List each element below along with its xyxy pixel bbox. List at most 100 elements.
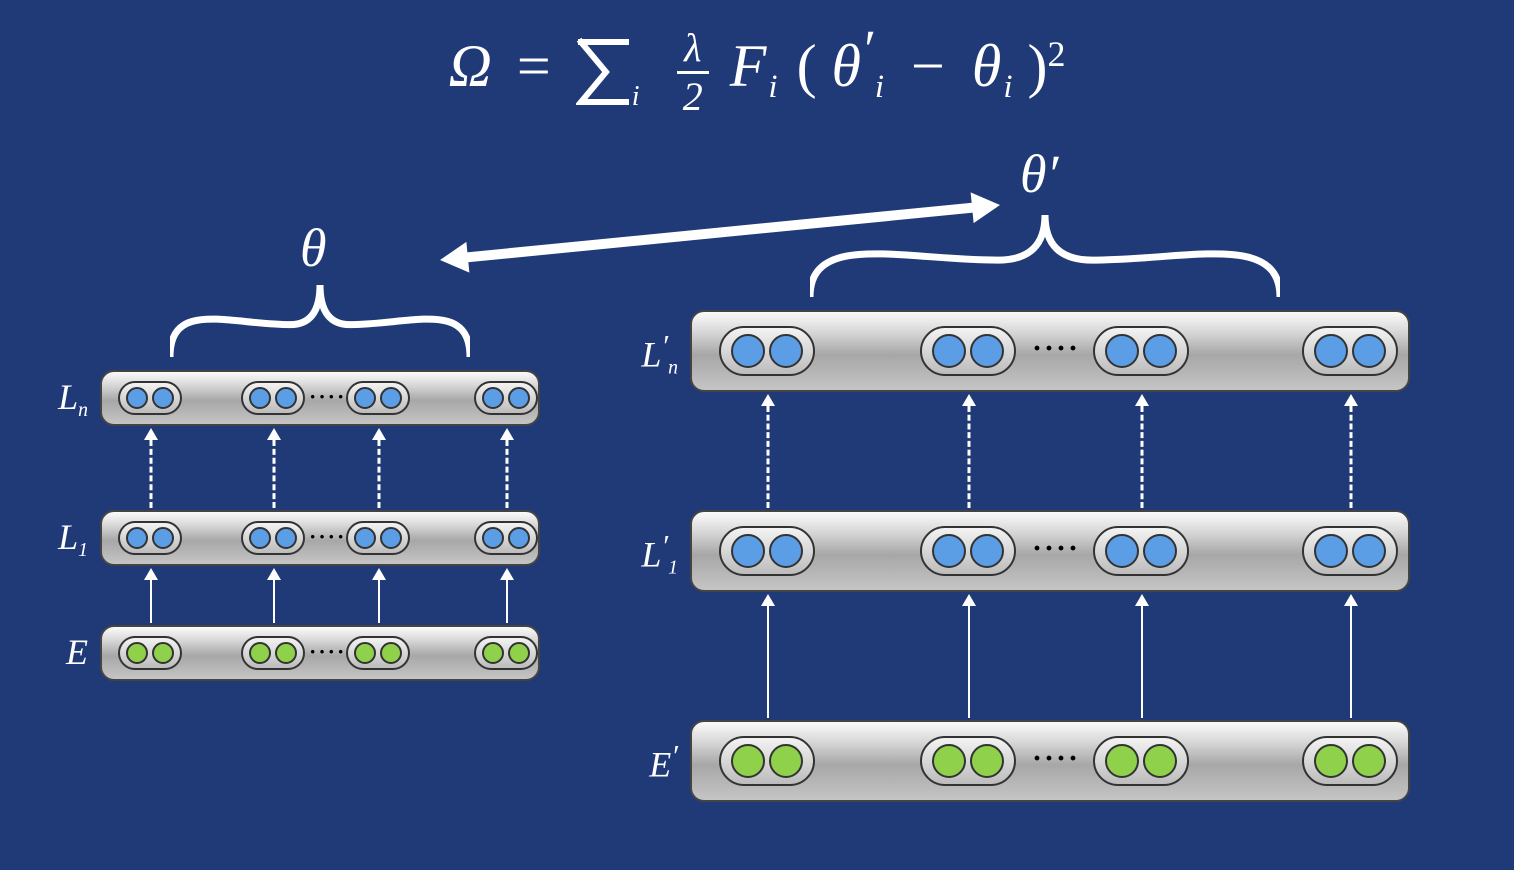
unit-ball (932, 534, 966, 568)
unit-ball (249, 527, 271, 549)
unit-pair (241, 636, 305, 670)
ewc-formula: Ω = i λ 2 Fi ( θ′i − θi )2 (0, 18, 1514, 117)
unit-ball (354, 387, 376, 409)
theta-left-label: θ (300, 217, 327, 279)
brace-left-icon (170, 285, 470, 357)
unit-ball (970, 534, 1004, 568)
unit-ball (354, 527, 376, 549)
ellipsis-icon: ···· (309, 639, 346, 665)
sym-omega: Ω (449, 33, 492, 99)
arrow-dashed-icon (273, 428, 275, 508)
ellipsis-icon: ···· (309, 524, 346, 550)
unit-ball (380, 642, 402, 664)
unit-ball (126, 387, 148, 409)
sym-square: 2 (1048, 34, 1066, 74)
arrow-dashed-icon (150, 428, 152, 508)
unit-ball (249, 387, 271, 409)
unit-pair (346, 521, 410, 555)
unit-pair (1302, 526, 1398, 576)
ellipsis-icon: ···· (1032, 742, 1080, 776)
unit-ball (731, 334, 765, 368)
layer-label: Ln (48, 376, 88, 422)
sym-prime-mark: ′ (861, 19, 873, 79)
unit-ball (970, 334, 1004, 368)
unit-pair (346, 636, 410, 670)
layer-label: L′n (612, 329, 678, 380)
arrow-solid-icon (1350, 594, 1352, 718)
layer-label: L′1 (612, 529, 678, 580)
arrow-dashed-icon (767, 394, 769, 508)
sigma-icon (576, 37, 631, 107)
unit-ball (1314, 744, 1348, 778)
arrow-dashed-icon (506, 428, 508, 508)
unit-ball (1352, 534, 1386, 568)
unit-pair (474, 636, 538, 670)
unit-ball (1105, 534, 1139, 568)
sym-equals: = (507, 33, 561, 99)
unit-ball (508, 387, 530, 409)
unit-ball (970, 744, 1004, 778)
unit-ball (932, 744, 966, 778)
unit-ball (1143, 334, 1177, 368)
unit-ball (152, 527, 174, 549)
unit-pair (920, 736, 1016, 786)
unit-ball (1352, 744, 1386, 778)
unit-pair (241, 381, 305, 415)
unit-ball (1143, 744, 1177, 778)
ellipsis-icon: ···· (1032, 332, 1080, 366)
unit-pair (1093, 526, 1189, 576)
layer-label: E (48, 631, 88, 673)
ellipsis-icon: ···· (1032, 532, 1080, 566)
unit-ball (152, 387, 174, 409)
unit-ball (152, 642, 174, 664)
frac-den: 2 (677, 77, 709, 117)
unit-ball (1143, 534, 1177, 568)
unit-ball (1105, 744, 1139, 778)
sym-F: F (724, 33, 767, 99)
unit-ball (354, 642, 376, 664)
unit-ball (508, 527, 530, 549)
unit-ball (731, 744, 765, 778)
unit-pair (241, 521, 305, 555)
fraction-lambda-2: λ 2 (677, 28, 709, 117)
arrow-dashed-icon (378, 428, 380, 508)
unit-ball (482, 527, 504, 549)
layer-label: L1 (48, 516, 88, 562)
unit-ball (769, 744, 803, 778)
unit-pair (474, 521, 538, 555)
sym-close: ) (1028, 33, 1048, 99)
unit-ball (380, 387, 402, 409)
unit-pair (118, 381, 182, 415)
unit-pair (474, 381, 538, 415)
arrow-solid-icon (506, 568, 508, 623)
unit-ball (769, 534, 803, 568)
unit-ball (1314, 334, 1348, 368)
double-arrow-icon (412, 177, 1028, 288)
sym-minus: − (899, 33, 957, 99)
unit-pair (719, 526, 815, 576)
arrow-dashed-icon (1141, 394, 1143, 508)
unit-pair (1302, 736, 1398, 786)
arrow-dashed-icon (1350, 394, 1352, 508)
unit-ball (249, 642, 271, 664)
sym-summation: i (576, 37, 656, 107)
unit-ball (275, 527, 297, 549)
unit-ball (932, 334, 966, 368)
unit-ball (482, 642, 504, 664)
sym-theta: θ (972, 33, 1001, 99)
sym-open: ( (793, 33, 817, 99)
unit-ball (482, 387, 504, 409)
ellipsis-icon: ···· (309, 384, 346, 410)
unit-ball (731, 534, 765, 568)
layer-label: E′ (612, 739, 678, 786)
unit-pair (346, 381, 410, 415)
unit-ball (1352, 334, 1386, 368)
diagram-root: Ω = i λ 2 Fi ( θ′i − θi )2 θ θ′ (0, 0, 1514, 870)
unit-ball (508, 642, 530, 664)
unit-pair (920, 326, 1016, 376)
frac-num: λ (677, 28, 709, 68)
unit-ball (769, 334, 803, 368)
arrow-solid-icon (968, 594, 970, 718)
arrow-solid-icon (767, 594, 769, 718)
unit-pair (1302, 326, 1398, 376)
